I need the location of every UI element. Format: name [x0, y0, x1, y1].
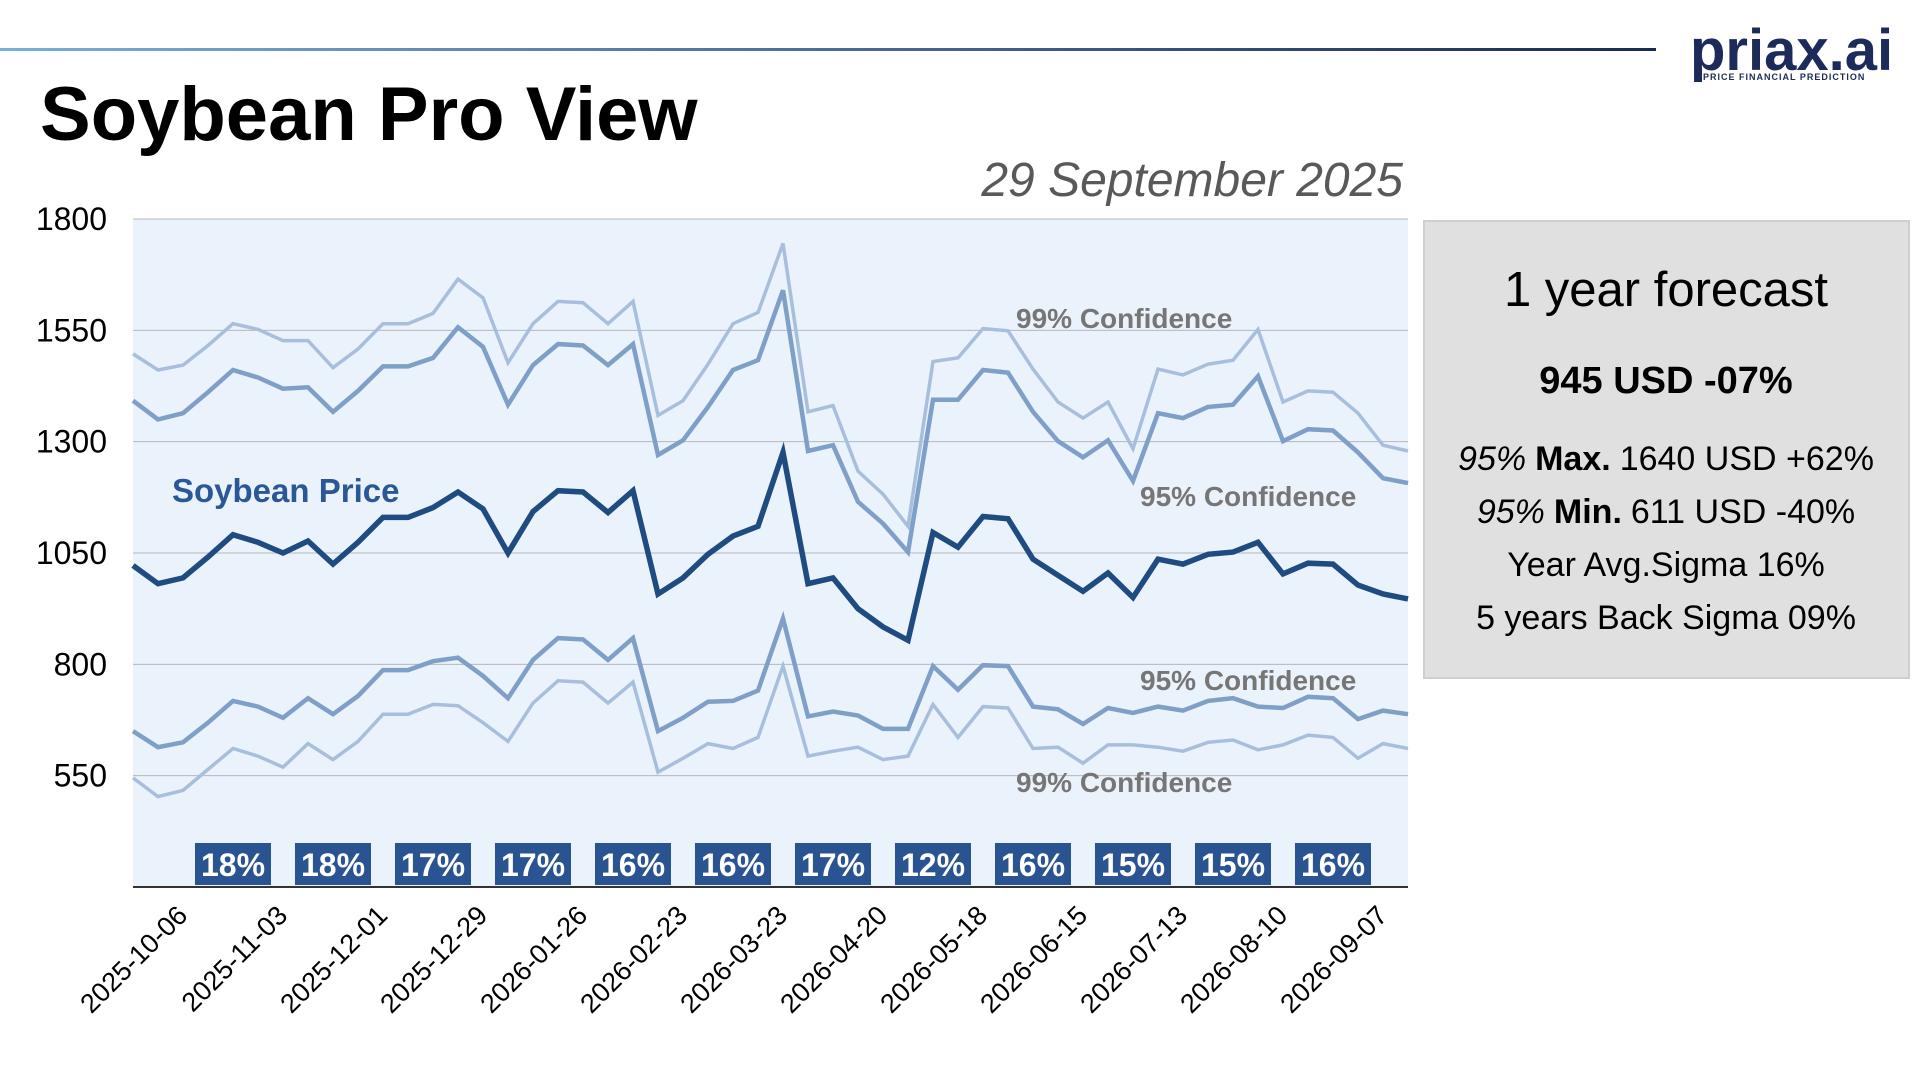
forecast-title: 1 year forecast [1504, 263, 1828, 317]
sigma-label: 18% [201, 847, 265, 883]
header-rule [0, 48, 1656, 51]
series-line [131, 289, 1409, 558]
sigma-box [395, 843, 471, 885]
logo-name: priax.ai [1690, 18, 1893, 83]
forecast-min: 95% Min. 611 USD -40% [1477, 493, 1855, 531]
x-tick-label: 2025-12-29 [374, 900, 493, 1019]
sigma-box [195, 843, 271, 885]
sigma-box [995, 843, 1071, 885]
y-tick-label: 1300 [36, 424, 107, 460]
sigma-box [695, 843, 771, 885]
sigma-box [1195, 843, 1271, 885]
max-value: 1640 USD +62% [1620, 440, 1874, 478]
sigma-label: 17% [801, 847, 865, 883]
max-prefix: 95% [1458, 440, 1526, 478]
x-tick-label: 2026-01-26 [474, 900, 593, 1019]
sigma-label: 17% [401, 847, 465, 883]
sigma-box [1095, 843, 1171, 885]
series-label: Soybean Price [172, 472, 399, 509]
series-line [131, 660, 1409, 799]
sigma-label: 12% [901, 847, 965, 883]
series-label: 99% Confidence [1016, 767, 1232, 798]
sigma-box [1295, 843, 1371, 885]
sigma-box [795, 843, 871, 885]
y-tick-label: 1550 [36, 312, 107, 348]
x-tick-label: 2026-08-10 [1174, 900, 1293, 1019]
x-tick-label: 2026-04-20 [774, 900, 893, 1019]
y-tick-label: 550 [54, 758, 107, 794]
report-date: 29 September 2025 [980, 154, 1403, 207]
min-value: 611 USD -40% [1631, 493, 1855, 531]
sigma-label: 16% [1301, 847, 1365, 883]
page-title: Soybean Pro View [40, 72, 698, 157]
series-label: 95% Confidence [1140, 481, 1356, 512]
sigma-label: 18% [301, 847, 365, 883]
sigma-label: 16% [601, 847, 665, 883]
series-line [132, 242, 1409, 531]
min-prefix: 95% [1477, 493, 1545, 531]
y-tick-label: 1050 [36, 535, 107, 571]
sigma-label: 15% [1101, 847, 1165, 883]
x-tick-label: 2025-10-06 [74, 900, 193, 1019]
y-tick-label: 1800 [36, 201, 107, 237]
logo-tagline: PRICE FINANCIAL PREDICTION [1703, 72, 1865, 82]
sigma-box [895, 843, 971, 885]
series-label: 95% Confidence [1140, 665, 1356, 696]
x-tick-label: 2026-02-23 [574, 900, 693, 1019]
forecast-panel [1423, 220, 1910, 679]
sigma-label: 15% [1201, 847, 1265, 883]
sigma-box [595, 843, 671, 885]
series-line [131, 610, 1409, 750]
x-tick-label: 2025-12-01 [274, 900, 393, 1019]
sigma-label: 16% [701, 847, 765, 883]
x-tick-label: 2026-09-07 [1274, 900, 1393, 1019]
forecast-line: Year Avg.Sigma 16% [1507, 546, 1825, 584]
sigma-box [495, 843, 571, 885]
series-line [131, 441, 1409, 645]
sigma-label: 16% [1001, 847, 1065, 883]
forecast-max: 95% Max. 1640 USD +62% [1458, 440, 1874, 478]
x-tick-label: 2026-06-15 [974, 900, 1093, 1019]
forecast-headline: 945 USD -07% [1539, 360, 1792, 402]
sigma-box [295, 843, 371, 885]
x-tick-label: 2026-05-18 [874, 900, 993, 1019]
series-label: 99% Confidence [1016, 303, 1232, 334]
min-label: Min. [1554, 493, 1622, 531]
x-tick-label: 2026-07-13 [1074, 900, 1193, 1019]
x-tick-label: 2026-03-23 [674, 900, 793, 1019]
forecast-line: 5 years Back Sigma 09% [1476, 599, 1856, 637]
sigma-label: 17% [501, 847, 565, 883]
max-label: Max. [1535, 440, 1611, 478]
y-tick-label: 800 [54, 646, 107, 682]
